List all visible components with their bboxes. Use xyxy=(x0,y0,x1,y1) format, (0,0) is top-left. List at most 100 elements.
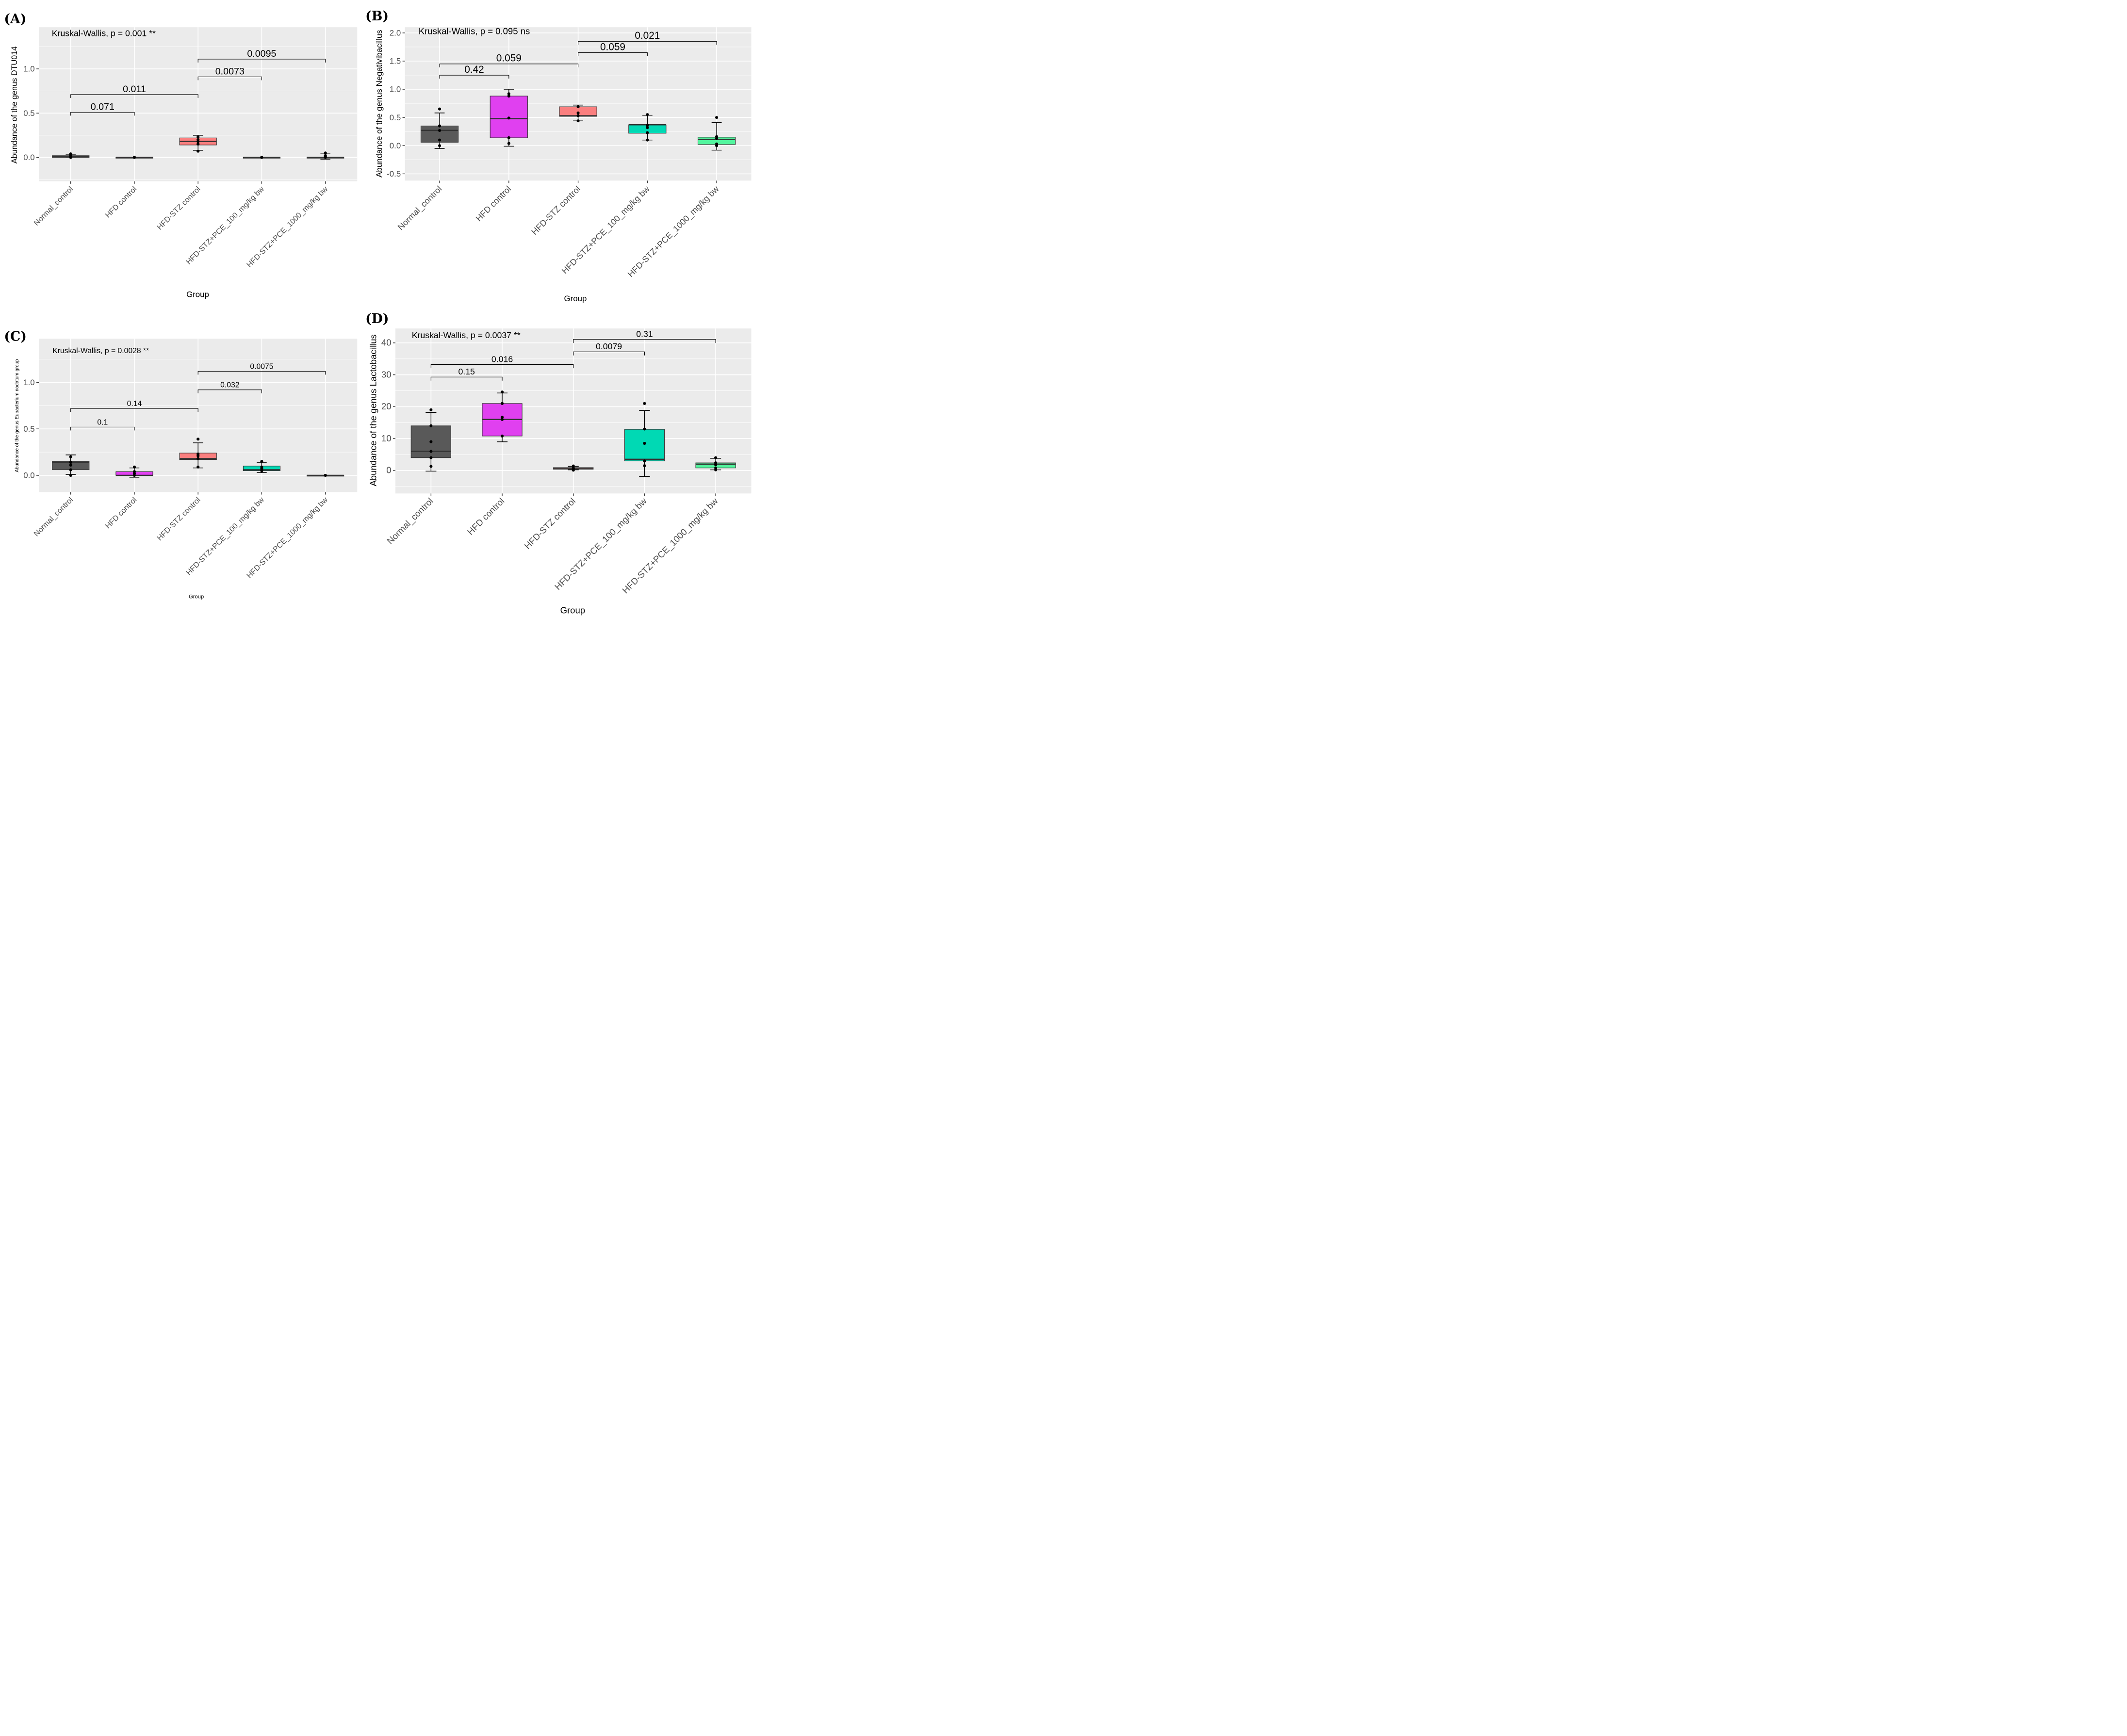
box-marks-layer xyxy=(52,135,344,160)
panel-label: (C) xyxy=(4,329,27,344)
comparison-p-value: 0.059 xyxy=(600,41,625,52)
data-point xyxy=(500,418,504,421)
comparison-p-value: 0.14 xyxy=(127,400,142,408)
data-point xyxy=(646,138,649,142)
comparison-bracket xyxy=(70,408,198,412)
data-point xyxy=(715,135,719,138)
x-category-label: Normal_control xyxy=(33,185,75,227)
data-point xyxy=(643,441,646,445)
comparison-p-value: 0.0095 xyxy=(247,49,276,59)
x-category-label: Normal_control xyxy=(33,496,75,538)
data-point xyxy=(507,136,510,140)
data-point xyxy=(196,438,200,441)
comparison-p-value: 0.059 xyxy=(496,53,522,64)
panel-a: (A) 0.0 0.5 1.0 Normal_control HFD contr… xyxy=(4,12,358,299)
x-category-label: HFD-STZ control xyxy=(522,496,577,551)
comparison-p-value: 0.016 xyxy=(491,355,513,364)
data-point xyxy=(714,456,718,459)
data-point xyxy=(507,116,510,120)
data-point xyxy=(69,473,72,477)
data-point xyxy=(646,126,649,130)
kruskal-wallis-label: Kruskal-Wallis, p = 0.0028 ** xyxy=(52,347,149,355)
data-point xyxy=(260,460,263,463)
comparison-bracket xyxy=(439,64,579,67)
data-point xyxy=(196,143,200,146)
data-point xyxy=(69,461,72,464)
data-point xyxy=(438,138,442,142)
data-point xyxy=(643,464,646,468)
panel-label: (A) xyxy=(4,12,26,27)
figure-svg: (A) 0.0 0.5 1.0 Normal_control HFD contr… xyxy=(4,9,752,616)
data-point xyxy=(324,154,327,157)
data-point xyxy=(196,135,200,139)
data-point xyxy=(576,119,580,123)
x-category-label: HFD control xyxy=(104,185,138,219)
x-category-label: Normal_control xyxy=(385,496,435,546)
y-tick-label: 1.0 xyxy=(390,85,401,94)
x-category-label: Normal_control xyxy=(396,184,444,232)
data-point xyxy=(429,424,433,427)
data-point xyxy=(324,473,327,477)
data-point xyxy=(324,151,327,155)
x-category-layer: Normal_control HFD control HFD-STZ contr… xyxy=(385,493,720,596)
data-point xyxy=(500,434,504,438)
comparison-p-value: 0.021 xyxy=(635,30,660,41)
data-point xyxy=(646,124,649,127)
x-category-label: HFD-STZ control xyxy=(156,496,202,542)
comparison-p-value: 0.011 xyxy=(123,84,146,95)
y-tick-label: 1.0 xyxy=(23,65,34,74)
data-point xyxy=(507,142,510,145)
comparison-p-value: 0.032 xyxy=(220,381,239,389)
panel-d: (D) 0 10 20 30 40 Normal_control HFD con… xyxy=(365,311,752,616)
y-tick-label: 0.0 xyxy=(23,153,34,162)
x-axis-title: Group xyxy=(560,605,586,616)
y-tick-label: 1.0 xyxy=(23,378,34,387)
y-tick-label: 0.5 xyxy=(390,113,401,122)
comparison-bracket xyxy=(439,75,509,79)
data-point xyxy=(132,470,136,473)
y-tick-layer: 0 10 20 30 40 xyxy=(381,338,395,475)
y-tick-layer: 0.0 0.5 1.0 xyxy=(23,65,39,162)
data-point xyxy=(576,111,580,114)
comparison-bracket xyxy=(430,364,574,369)
x-category-label: HFD-STZ control xyxy=(529,184,582,237)
x-category-layer: Normal_control HFD control HFD-STZ contr… xyxy=(396,180,721,279)
data-point xyxy=(438,124,442,128)
panel-label: (B) xyxy=(365,9,389,24)
kruskal-wallis-label: Kruskal-Wallis, p = 0.095 ns xyxy=(419,26,530,36)
comparison-layer: 0.1 0.14 0.032 0.0075 xyxy=(70,362,326,431)
comparison-layer: 0.15 0.016 0.0079 0.31 xyxy=(430,329,716,381)
y-tick-label: -0.5 xyxy=(387,169,401,178)
data-point xyxy=(132,465,136,469)
panel-b: (B) -0.5 0.0 0.5 1.0 1.5 2.0 Normal_cont… xyxy=(365,9,752,303)
data-point xyxy=(429,456,433,459)
comparison-p-value: 0.071 xyxy=(91,101,115,112)
x-axis-title: Group xyxy=(186,290,209,299)
data-point xyxy=(429,408,433,412)
x-axis-title: Group xyxy=(189,594,204,600)
comparison-p-value: 0.0079 xyxy=(596,341,622,351)
comparison-bracket xyxy=(70,112,135,116)
data-point xyxy=(576,114,580,117)
data-point xyxy=(507,94,510,98)
data-point xyxy=(69,463,72,467)
comparison-p-value: 0.31 xyxy=(636,329,653,339)
panel-label: (D) xyxy=(365,311,389,326)
data-point xyxy=(69,468,72,471)
y-tick-label: 0.0 xyxy=(23,471,34,480)
data-point xyxy=(643,402,646,405)
y-axis-title: Abundance of the genus Negativibacillus xyxy=(375,30,384,178)
y-tick-label: 2.0 xyxy=(390,28,401,37)
comparison-bracket xyxy=(197,389,262,393)
comparison-layer: 0.42 0.059 0.059 0.021 xyxy=(439,30,717,79)
data-point xyxy=(260,465,263,469)
data-point xyxy=(646,131,649,134)
box-iqr xyxy=(624,429,665,461)
data-point xyxy=(714,466,718,470)
comparison-layer: 0.071 0.011 0.0073 0.0095 xyxy=(70,49,326,116)
figure-stage: (A) 0.0 0.5 1.0 Normal_control HFD contr… xyxy=(0,0,757,618)
data-point xyxy=(196,452,200,456)
comparison-bracket xyxy=(70,426,135,431)
data-point xyxy=(438,107,442,111)
comparison-bracket xyxy=(578,52,648,56)
